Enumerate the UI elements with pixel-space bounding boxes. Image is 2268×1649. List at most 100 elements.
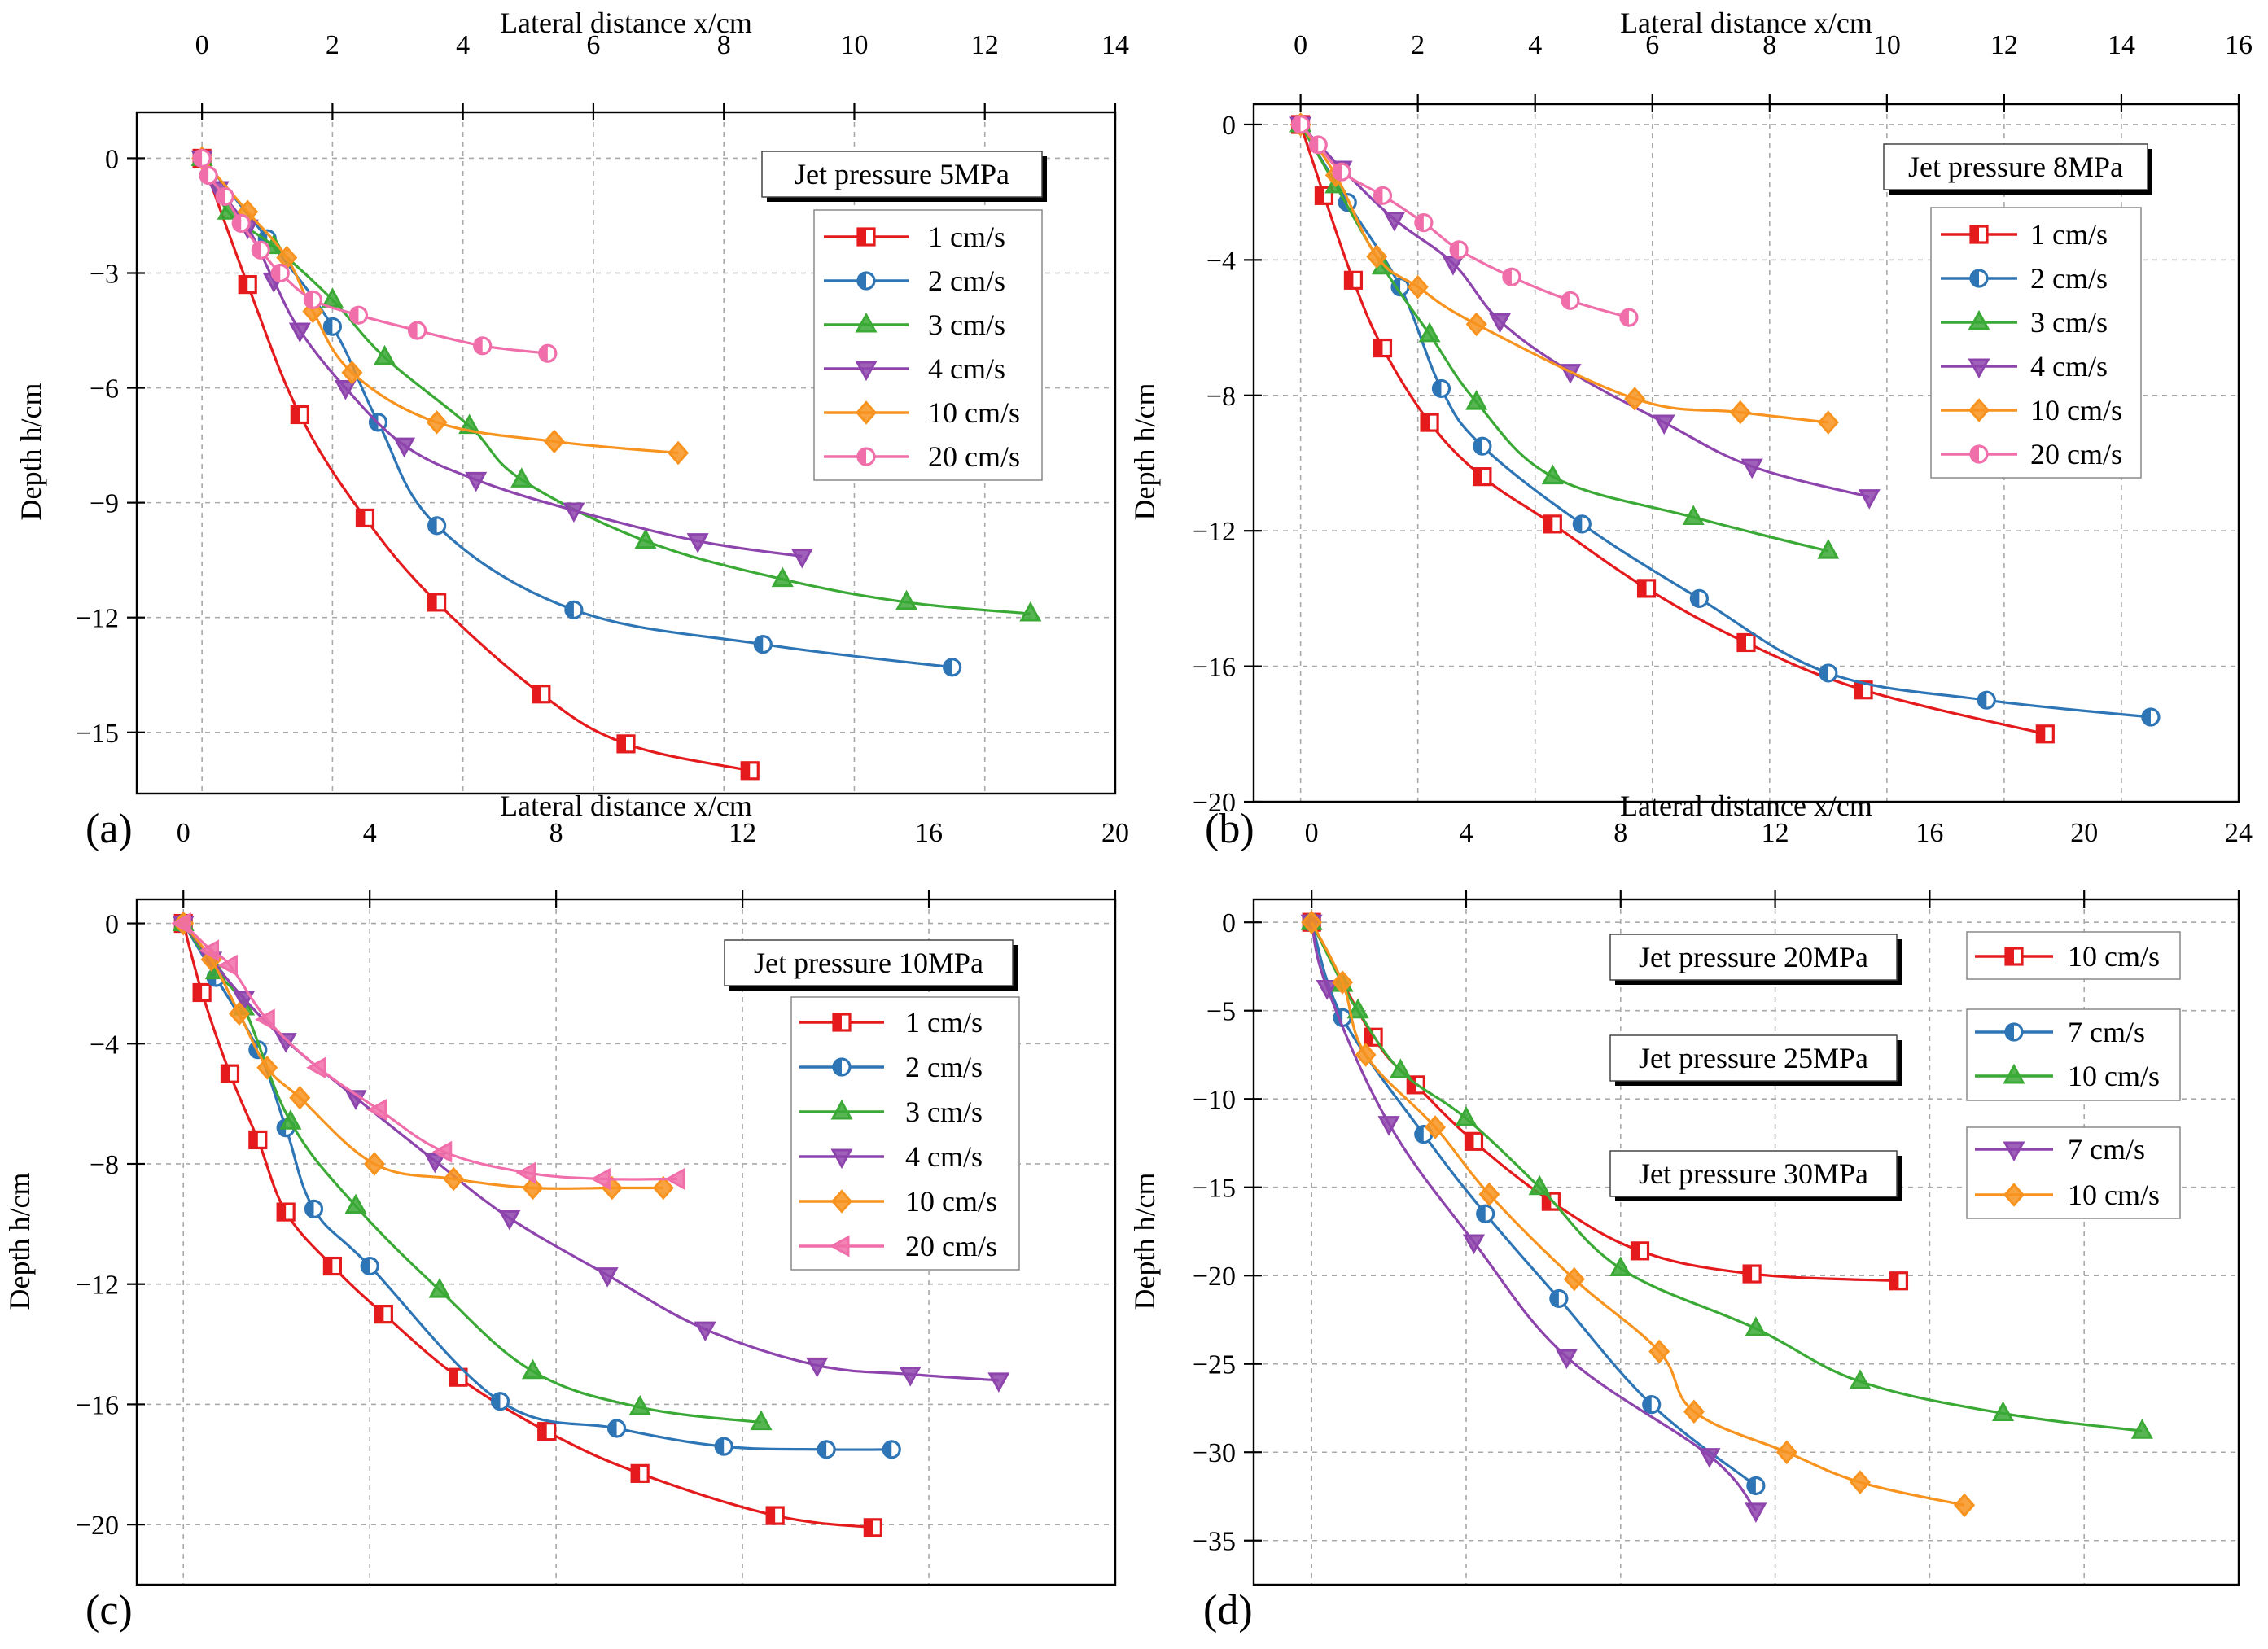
data-point — [1992, 1401, 2015, 1421]
legend-label: 10 cm/s — [905, 1185, 997, 1218]
series-line — [200, 157, 679, 455]
data-point-fill — [539, 345, 548, 362]
x-tick-label: 2 — [326, 30, 339, 60]
legend-marker-fill — [1971, 226, 1979, 243]
data-point — [1849, 1470, 1871, 1494]
legend-marker — [829, 1235, 850, 1258]
legend-label: 1 cm/s — [928, 221, 1005, 253]
annotation-box: Jet pressure 10MPa — [724, 939, 1018, 991]
data-point — [192, 148, 212, 168]
data-point-fill — [252, 242, 261, 259]
data-point — [374, 1305, 393, 1324]
legend-marker — [2003, 1063, 2025, 1084]
legend-marker — [2003, 1183, 2025, 1207]
legend-label: 3 cm/s — [905, 1096, 983, 1128]
x-axis-title: Lateral distance x/cm — [1620, 790, 1872, 822]
data-point — [341, 360, 363, 385]
data-point — [1488, 313, 1512, 334]
chart-panel-4: 0 4 8 12 16 20 24 0 −5 −10 −15 −20 −25 −30 −35 Lateral … — [1128, 790, 2253, 1634]
legend-marker — [832, 1057, 852, 1077]
data-point — [1619, 308, 1639, 327]
data-point-fill — [1744, 1266, 1753, 1283]
data-point — [1464, 1131, 1484, 1151]
x-tick-label: 24 — [2225, 818, 2253, 848]
data-point — [1624, 387, 1646, 411]
data-point-fill — [1465, 1133, 1474, 1150]
data-point-fill — [532, 685, 541, 702]
x-tick-label: 16 — [915, 818, 943, 848]
legend-marker — [1969, 269, 1989, 288]
data-point-fill — [1638, 580, 1647, 597]
data-point-fill — [2142, 708, 2151, 725]
data-point-fill — [350, 307, 359, 324]
legend-item: 2 cm/s — [1941, 262, 2108, 295]
data-point-fill — [1477, 1205, 1486, 1223]
series-line — [200, 157, 751, 772]
legend-label: 4 cm/s — [905, 1140, 983, 1173]
annotation-box: Jet pressure 20MPa — [1609, 934, 1902, 985]
data-point-fill — [755, 636, 764, 653]
data-point — [248, 1130, 268, 1150]
data-point — [228, 1001, 250, 1026]
x-tick-label: 0 — [195, 30, 209, 60]
data-point-fill — [428, 593, 437, 610]
x-tick-label: 4 — [1528, 30, 1542, 60]
data-point-fill — [361, 1258, 370, 1275]
data-point — [1746, 1476, 1766, 1496]
legend-item: 1 cm/s — [1941, 218, 2108, 251]
legend-label: 3 cm/s — [928, 308, 1005, 341]
x-tick-label: 0 — [1305, 818, 1319, 848]
x-tick-label: 0 — [177, 818, 190, 848]
legend-label: 2 cm/s — [2030, 262, 2108, 295]
data-point — [1817, 539, 1840, 559]
data-point-fill — [194, 150, 203, 167]
data-point-fill — [1738, 634, 1746, 651]
data-point — [303, 290, 322, 310]
data-point — [532, 685, 551, 704]
y-tick-label: 0 — [1222, 908, 1236, 938]
legend-label: 10 cm/s — [2068, 1179, 2160, 1211]
series-10-cm-s-4 — [191, 146, 690, 466]
data-point — [522, 1175, 544, 1201]
data-point — [423, 1153, 446, 1174]
data-point-fill — [618, 735, 626, 752]
data-point — [304, 1199, 324, 1218]
data-point-fill — [1339, 194, 1348, 211]
legend-frame — [1930, 207, 2142, 479]
data-point — [753, 635, 773, 654]
data-point — [1291, 115, 1311, 134]
x-tick-label: 12 — [1990, 30, 2018, 60]
data-point — [1425, 1115, 1447, 1139]
data-point — [882, 1440, 901, 1459]
panel-label: (c) — [85, 1587, 133, 1634]
data-point-fill — [1408, 1076, 1416, 1093]
data-point — [373, 344, 396, 365]
axes-frame — [1252, 898, 2240, 1586]
data-point-fill — [239, 276, 248, 293]
data-point — [1549, 1288, 1569, 1309]
data-point — [616, 734, 636, 754]
data-point — [1698, 1448, 1721, 1468]
y-tick-label: −8 — [1206, 382, 1236, 412]
data-point — [1609, 1256, 1632, 1277]
data-point-fill — [538, 1423, 547, 1440]
data-point — [515, 1161, 536, 1184]
data-point — [274, 1033, 297, 1053]
annotation-text: Jet pressure 10MPa — [754, 947, 983, 979]
data-point — [630, 1463, 650, 1483]
legend-label: 2 cm/s — [905, 1051, 983, 1083]
data-point-fill — [194, 984, 203, 1001]
data-point — [1528, 1174, 1551, 1196]
legend-item: 20 cm/s — [799, 1230, 997, 1262]
data-point-fill — [944, 658, 952, 676]
data-point — [1555, 1349, 1578, 1370]
y-axis-title: Depth h/cm — [1128, 1173, 1161, 1310]
y-tick-label: −4 — [1206, 246, 1236, 276]
data-point-fill — [409, 322, 418, 339]
data-point — [1473, 467, 1492, 487]
data-point-fill — [1561, 292, 1570, 309]
legend-item: 10 cm/s — [824, 396, 1020, 429]
annotation-frame — [1609, 1034, 1898, 1082]
series-line — [182, 922, 678, 1181]
legend-label: 10 cm/s — [2030, 394, 2122, 426]
